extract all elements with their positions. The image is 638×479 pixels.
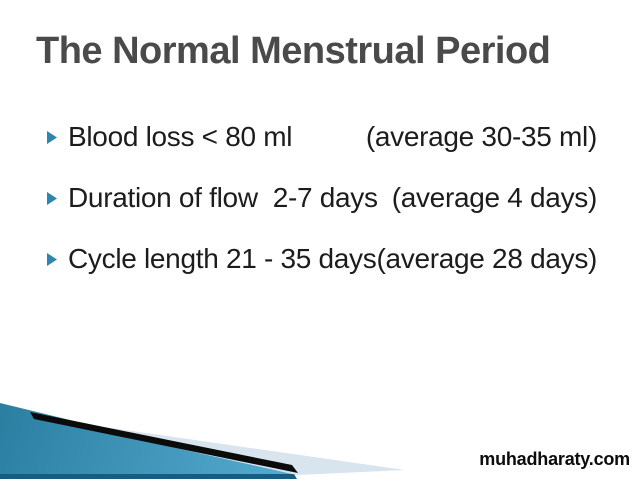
bullet-item-cycle-length: Cycle length 21 - 35 days (average 28 da… [47, 228, 597, 289]
bullet-text: Cycle length 21 - 35 days [68, 242, 377, 274]
bullet-text: Blood loss < 80 ml [68, 120, 293, 152]
slide-title: The Normal Menstrual Period [36, 30, 551, 72]
bullet-note: (average 28 days) [376, 242, 598, 274]
light-wedge-shape [90, 425, 405, 475]
footer-bottom-bar-shape [0, 474, 297, 479]
bullet-arrow-icon [47, 131, 57, 144]
bullet-arrow-icon [47, 192, 57, 205]
bullet-note: (average 30-35 ml) [365, 120, 597, 152]
black-stripe-shape [30, 412, 298, 473]
bullet-item-blood-loss: Blood loss < 80 ml (average 30-35 ml) [47, 106, 597, 167]
bullet-note: (average 4 days) [391, 181, 598, 213]
teal-wedge-shape [0, 403, 296, 475]
bullet-list: Blood loss < 80 ml (average 30-35 ml) Du… [47, 106, 597, 289]
bullet-text: Duration of flow 2-7 days [68, 181, 378, 213]
watermark-text: muhadharaty.com [479, 449, 630, 469]
bullet-arrow-icon [47, 253, 57, 266]
bullet-item-duration: Duration of flow 2-7 days (average 4 day… [47, 167, 597, 228]
